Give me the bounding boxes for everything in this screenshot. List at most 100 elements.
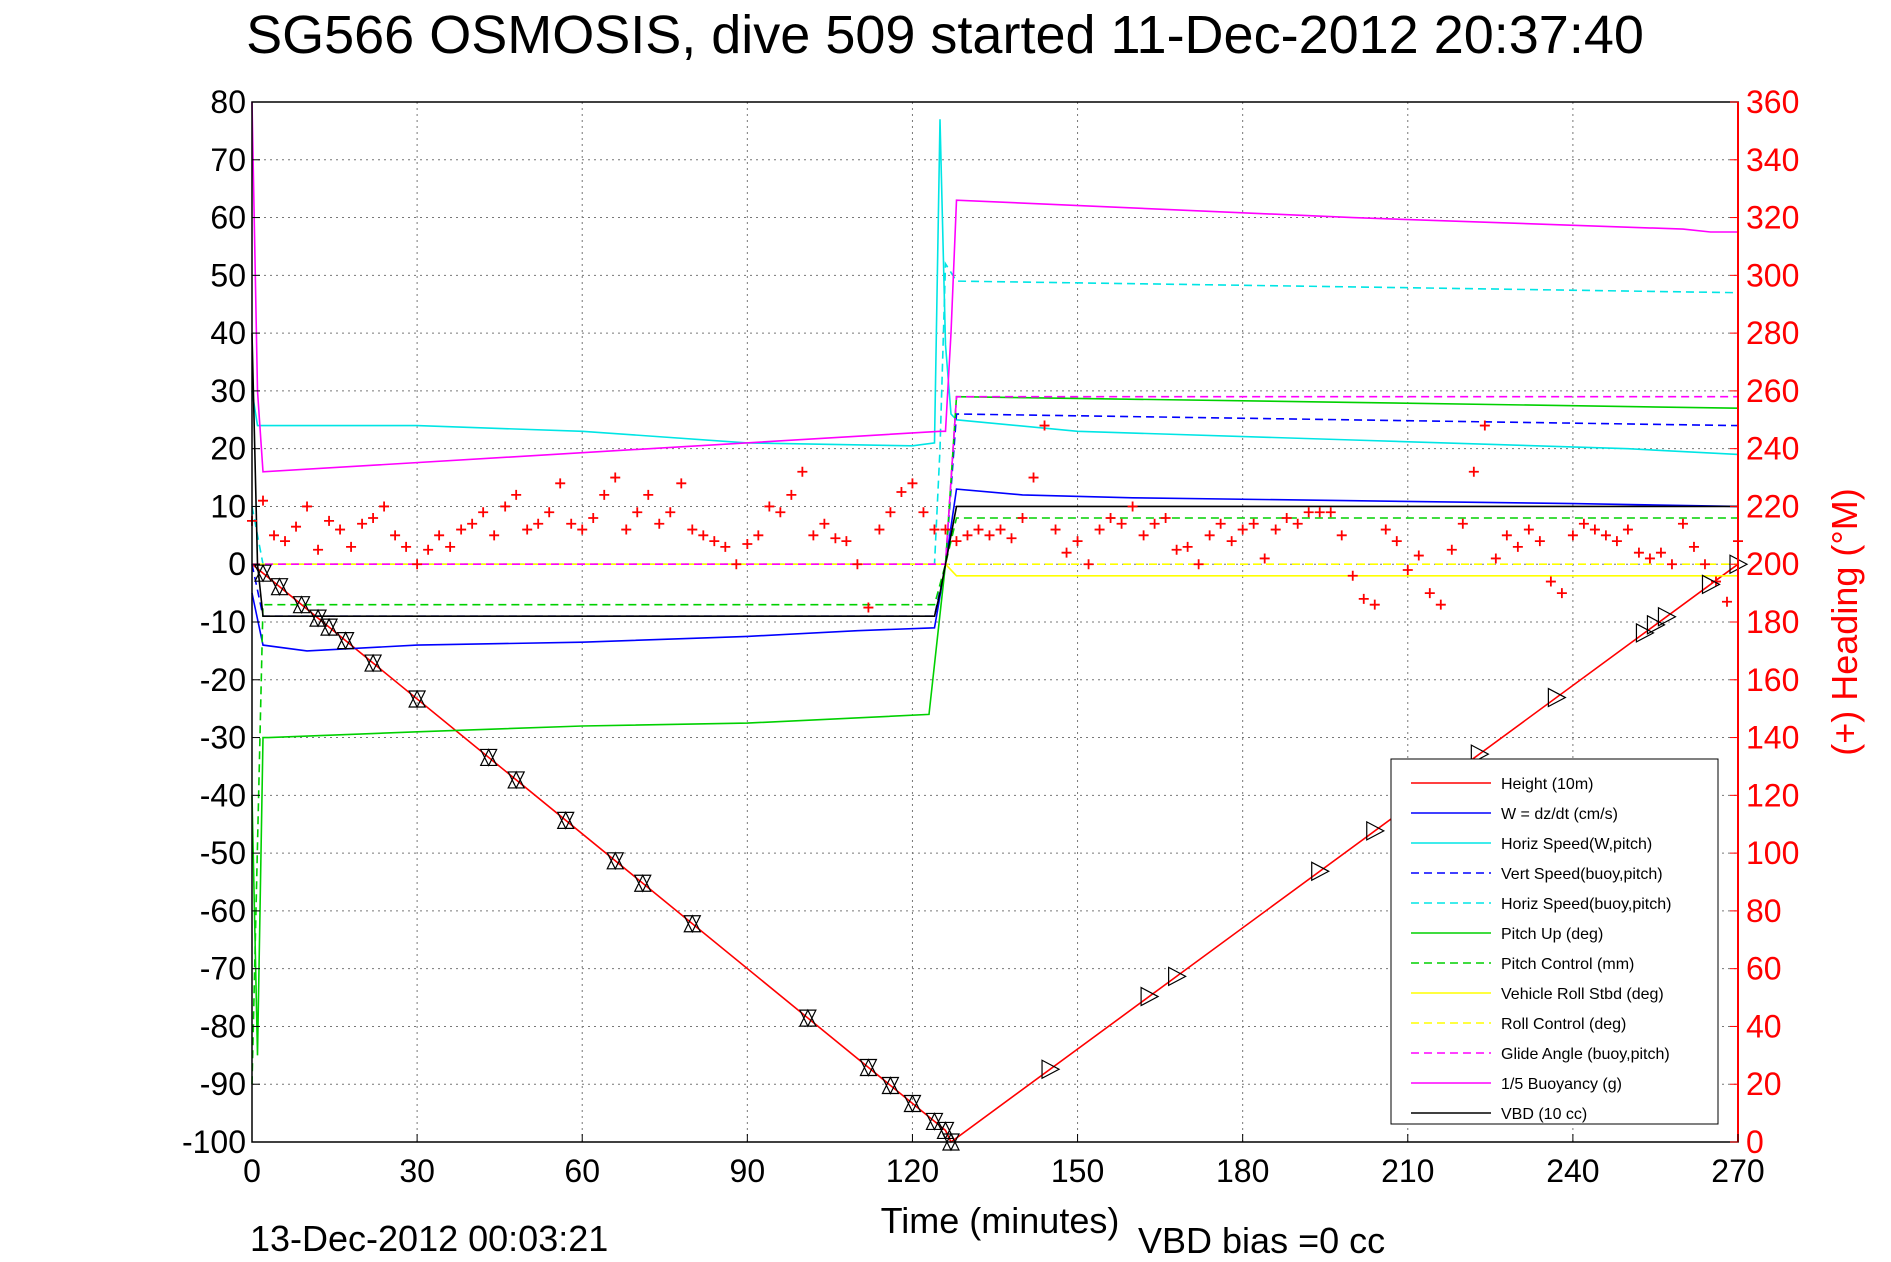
heading-point [1336,530,1347,541]
right-tick-label: 160 [1746,662,1799,698]
right-tick-label: 20 [1746,1066,1782,1102]
heading-point [1666,559,1677,570]
heading-point [500,501,511,512]
heading-point [654,518,665,529]
heading-point [940,524,951,535]
heading-point [962,530,973,541]
x-tick-label: 150 [1051,1153,1104,1189]
heading-point [1226,536,1237,547]
left-tick-label: -80 [200,1008,246,1044]
heading-point [1160,513,1171,523]
heading-point [467,518,478,529]
heading-point [1556,588,1567,599]
right-tick-label: 340 [1746,142,1799,178]
heading-point [1413,550,1424,561]
descent-marker [903,1094,922,1113]
series-line-9 [252,395,1738,566]
heading-point [555,478,566,489]
heading-point [1578,518,1589,529]
series-line-0 [251,563,1739,1144]
x-tick-label: 60 [564,1153,600,1189]
heading-point [1699,559,1710,570]
left-tick-label: -10 [200,604,246,640]
heading-point [1127,501,1138,512]
right-tick-label: 100 [1746,835,1799,871]
left-tick-label: 0 [228,546,246,582]
heading-point [863,602,874,613]
heading-point [1512,541,1523,552]
heading-point [687,524,698,535]
heading-point [1358,593,1369,604]
heading-point [1270,524,1281,535]
x-tick-label: 270 [1711,1153,1764,1189]
heading-point [1677,518,1688,529]
heading-point [423,544,434,555]
descent-marker [881,1076,900,1095]
right-tick-label: 60 [1746,951,1782,987]
heading-point [1116,518,1127,529]
footer-date: 13-Dec-2012 00:03:21 [250,1218,608,1259]
heading-point [280,536,291,547]
right-tick-label: 280 [1746,315,1799,351]
heading-point [1149,518,1160,529]
x-axis-label: Time (minutes) [881,1200,1120,1241]
ascent-marker [1311,861,1331,882]
descent-marker [683,914,702,934]
heading-point [1644,553,1655,564]
heading-point [874,524,885,535]
heading-point [1534,536,1545,547]
heading-point [1303,507,1314,518]
heading-point [324,515,335,526]
legend-label: Horiz Speed(buoy,pitch) [1501,896,1671,913]
heading-point [753,530,764,541]
legend: Height (10m) W = dz/dt (cm/s) Horiz Speed(… [1390,758,1719,1125]
descent-marker [254,563,272,583]
heading-point [412,559,423,570]
heading-point [1457,518,1468,529]
heading-point [1204,530,1215,541]
heading-point [1721,596,1732,607]
heading-point [720,541,731,552]
x-tick-label: 30 [399,1153,435,1189]
descent-marker [320,617,339,637]
heading-point [1006,533,1017,544]
x-tick-label: 0 [243,1153,261,1189]
right-tick-label: 360 [1746,84,1799,120]
heading-point [1028,472,1039,483]
heading-point [335,524,346,535]
descent-marker [633,873,652,893]
heading-point [302,501,313,512]
descent-marker [479,748,498,767]
x-tick-label: 210 [1381,1153,1434,1189]
descent-marker [507,770,526,790]
right-tick-label: 320 [1746,200,1799,236]
legend-box [1390,758,1719,1125]
heading-point [1237,524,1248,535]
heading-point [599,489,610,500]
ascent-marker [1547,687,1567,708]
heading-point [346,541,357,552]
heading-point [379,501,390,512]
heading-point [786,489,797,500]
heading-point [390,530,401,541]
heading-point [1622,524,1633,535]
descent-marker [309,608,328,628]
heading-point [588,513,599,523]
heading-point [401,541,412,552]
heading-point [511,489,522,500]
ascent-marker [1635,622,1655,643]
heading-point [1424,588,1435,599]
heading-point [1468,466,1479,477]
heading-point [709,536,720,547]
descent-marker [270,577,289,597]
heading-point [918,507,929,518]
heading-point [841,536,852,547]
ascent-marker [1140,986,1160,1007]
heading-point [643,489,654,500]
series-lines [251,101,1739,1144]
heading-point [291,521,302,532]
legend-label: Vehicle Roll Stbd (deg) [1501,986,1664,1003]
left-tick-label: -70 [200,951,246,987]
heading-point [1094,524,1105,535]
